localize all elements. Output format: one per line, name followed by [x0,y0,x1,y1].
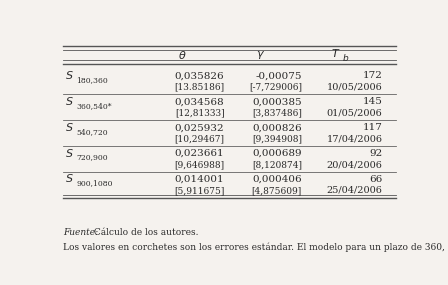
Text: 92: 92 [369,149,383,158]
Text: [9,394908]: [9,394908] [252,134,302,143]
Text: $\mathit{S}$: $\mathit{S}$ [65,69,73,81]
Text: 180,360: 180,360 [76,76,108,84]
Text: Fuente:: Fuente: [63,228,98,237]
Text: $\mathit{S}$: $\mathit{S}$ [65,121,73,133]
Text: [5,911675]: [5,911675] [174,186,224,195]
Text: 0,000826: 0,000826 [252,123,302,132]
Text: [-7,729006]: [-7,729006] [249,82,302,91]
Text: [8,120874]: [8,120874] [252,160,302,169]
Text: 0,000689: 0,000689 [252,149,302,158]
Text: -0,00075: -0,00075 [255,72,302,80]
Text: 0,000406: 0,000406 [252,175,302,184]
Text: [13.85186]: [13.85186] [174,82,224,91]
Text: [3,837486]: [3,837486] [252,108,302,117]
Text: 0,014001: 0,014001 [175,175,224,184]
Text: [12,81333]: [12,81333] [175,108,224,117]
Text: $\mathit{S}$: $\mathit{S}$ [65,172,73,184]
Text: $b$: $b$ [342,52,349,63]
Text: Cálculo de los autores.: Cálculo de los autores. [91,228,199,237]
Text: [9,646988]: [9,646988] [174,160,224,169]
Text: 25/04/2006: 25/04/2006 [327,186,383,195]
Text: 145: 145 [362,97,383,106]
Text: 20/04/2006: 20/04/2006 [327,160,383,169]
Text: 540,720: 540,720 [76,128,108,136]
Text: 117: 117 [362,123,383,132]
Text: 0,034568: 0,034568 [175,97,224,106]
Text: 0,000385: 0,000385 [252,97,302,106]
Text: 0,035826: 0,035826 [175,72,224,80]
Text: 01/05/2006: 01/05/2006 [327,108,383,117]
Text: 0,025932: 0,025932 [175,123,224,132]
Text: 17/04/2006: 17/04/2006 [326,134,383,143]
Text: 720,900: 720,900 [76,154,108,162]
Text: 10/05/2006: 10/05/2006 [327,82,383,91]
Text: 360,540*: 360,540* [76,102,112,110]
Text: $\mathit{S}$: $\mathit{S}$ [65,146,73,158]
Text: [10,29467]: [10,29467] [174,134,224,143]
Text: $\mathit{S}$: $\mathit{S}$ [65,95,73,107]
Text: 900,1080: 900,1080 [76,180,112,188]
Text: 0,023661: 0,023661 [175,149,224,158]
Text: 66: 66 [369,175,383,184]
Text: Los valores en corchetes son los errores estándar. El modelo para un plazo de 36: Los valores en corchetes son los errores… [63,243,448,252]
Text: $T$: $T$ [331,47,340,59]
Text: $\gamma$: $\gamma$ [256,49,265,61]
Text: [4,875609]: [4,875609] [252,186,302,195]
Text: 172: 172 [362,72,383,80]
Text: $\theta$: $\theta$ [178,49,187,61]
